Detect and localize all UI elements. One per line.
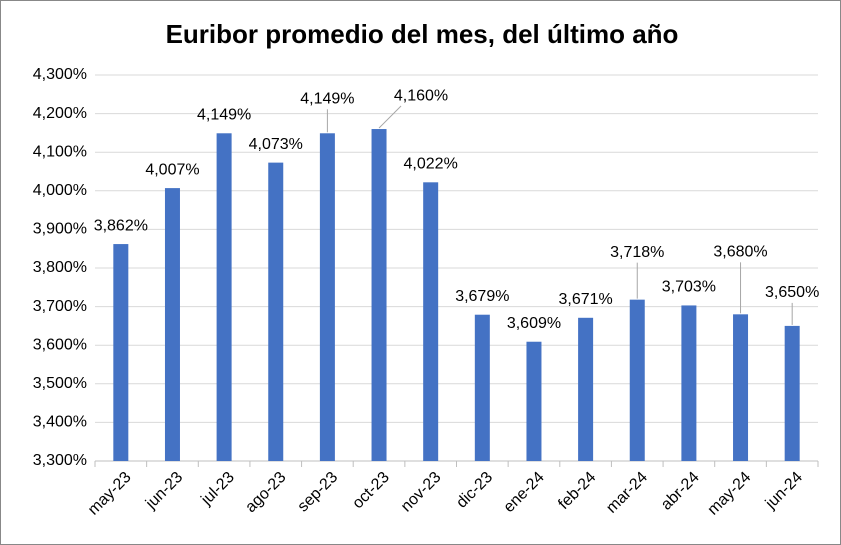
data-label: 4,007% <box>145 161 199 178</box>
data-label: 3,680% <box>713 244 767 261</box>
bar <box>474 314 490 461</box>
y-tick-label: 3,700% <box>33 298 87 315</box>
data-label: 4,073% <box>249 136 303 153</box>
data-label: 3,862% <box>94 217 148 234</box>
bar <box>733 314 749 461</box>
bar <box>784 325 800 461</box>
data-label: 3,671% <box>558 291 612 308</box>
y-tick-label: 3,500% <box>33 375 87 392</box>
bar <box>319 133 335 461</box>
y-tick-label: 3,400% <box>33 414 87 431</box>
y-tick-label: 3,300% <box>33 452 87 469</box>
y-tick-label: 4,000% <box>33 182 87 199</box>
y-tick-label: 4,300% <box>33 66 87 83</box>
bar <box>423 182 439 462</box>
data-label: 3,718% <box>610 244 664 261</box>
chart-title: Euribor promedio del mes, del último año <box>166 19 679 49</box>
y-tick-label: 4,100% <box>33 143 87 160</box>
data-label: 3,609% <box>507 315 561 332</box>
y-tick-label: 3,900% <box>33 221 87 238</box>
leader-line <box>378 105 402 129</box>
bar <box>629 299 645 461</box>
y-tick-label: 3,800% <box>33 259 87 276</box>
bar <box>268 162 284 461</box>
bar <box>371 129 387 462</box>
data-label: 4,022% <box>404 156 458 173</box>
bar <box>164 188 180 461</box>
data-label: 4,149% <box>197 107 251 124</box>
data-label: 3,650% <box>765 284 819 301</box>
bar <box>113 244 129 461</box>
bar <box>526 341 542 461</box>
data-label: 4,160% <box>394 87 448 104</box>
bar <box>681 305 697 461</box>
y-tick-label: 4,200% <box>33 105 87 122</box>
y-tick-label: 3,600% <box>33 336 87 353</box>
data-label: 4,149% <box>300 91 354 108</box>
bar <box>578 317 594 461</box>
data-label: 3,703% <box>662 279 716 296</box>
data-label: 3,679% <box>455 288 509 305</box>
bar <box>216 133 232 461</box>
